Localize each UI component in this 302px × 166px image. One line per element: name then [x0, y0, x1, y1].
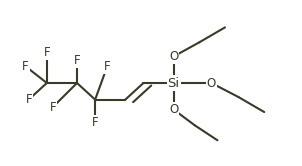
Text: O: O — [169, 50, 178, 63]
Text: O: O — [207, 77, 216, 89]
Text: F: F — [74, 54, 80, 67]
Text: F: F — [104, 60, 111, 73]
Text: F: F — [50, 101, 56, 114]
Text: F: F — [92, 116, 98, 128]
Text: F: F — [25, 93, 32, 106]
Text: F: F — [22, 60, 29, 73]
Text: Si: Si — [168, 77, 180, 89]
Text: F: F — [43, 46, 50, 59]
Text: O: O — [169, 103, 178, 116]
